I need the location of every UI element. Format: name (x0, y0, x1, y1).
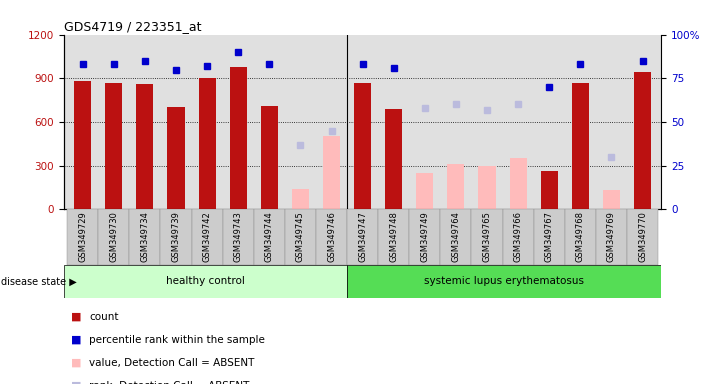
Bar (261, 106, 278, 209)
Text: GSM349734: GSM349734 (140, 211, 149, 262)
Text: GSM349767: GSM349767 (545, 211, 554, 262)
Text: GDS4719 / 223351_at: GDS4719 / 223351_at (64, 20, 201, 33)
Bar (447, 164, 464, 209)
Bar (323, 136, 340, 209)
Bar (292, 189, 309, 209)
Bar (385, 109, 402, 209)
Bar (98, 209, 129, 265)
Text: ■: ■ (71, 358, 82, 368)
Bar (64, 265, 347, 298)
Bar (347, 209, 378, 265)
Bar (167, 108, 185, 209)
Text: value, Detection Call = ABSENT: value, Detection Call = ABSENT (89, 358, 255, 368)
Bar (603, 190, 620, 209)
Bar (161, 209, 191, 265)
Text: GSM349770: GSM349770 (638, 211, 647, 262)
Bar (503, 209, 534, 265)
Bar (596, 209, 627, 265)
Bar (223, 209, 254, 265)
Bar (471, 209, 503, 265)
Bar (137, 84, 154, 209)
Bar (565, 209, 596, 265)
Bar (410, 209, 440, 265)
Bar (285, 209, 316, 265)
Bar (105, 83, 122, 209)
Bar (572, 83, 589, 209)
Text: GSM349764: GSM349764 (451, 211, 461, 262)
Bar (540, 171, 558, 209)
Text: count: count (89, 312, 118, 322)
Text: percentile rank within the sample: percentile rank within the sample (89, 335, 264, 345)
Bar (316, 209, 347, 265)
Text: GSM349730: GSM349730 (109, 211, 118, 262)
Text: GSM349739: GSM349739 (171, 211, 181, 262)
Bar (440, 209, 471, 265)
Bar (230, 66, 247, 209)
Text: GSM349748: GSM349748 (389, 211, 398, 262)
Bar (510, 158, 527, 209)
Text: systemic lupus erythematosus: systemic lupus erythematosus (424, 276, 584, 286)
Text: GSM349768: GSM349768 (576, 211, 585, 262)
Text: ■: ■ (71, 381, 82, 384)
Text: healthy control: healthy control (166, 276, 245, 286)
Text: GSM349744: GSM349744 (264, 211, 274, 262)
Bar (67, 209, 98, 265)
Text: GSM349746: GSM349746 (327, 211, 336, 262)
Text: GSM349743: GSM349743 (234, 211, 242, 262)
Text: GSM349766: GSM349766 (513, 211, 523, 262)
Text: GSM349749: GSM349749 (420, 211, 429, 262)
Bar (354, 83, 371, 209)
Text: GSM349745: GSM349745 (296, 211, 305, 262)
Bar (347, 265, 661, 298)
Bar (627, 209, 658, 265)
Bar (479, 166, 496, 209)
Text: rank, Detection Call = ABSENT: rank, Detection Call = ABSENT (89, 381, 250, 384)
Bar (634, 73, 651, 209)
Bar (378, 209, 410, 265)
Text: GSM349769: GSM349769 (607, 211, 616, 262)
Bar (129, 209, 161, 265)
Bar (191, 209, 223, 265)
Bar (534, 209, 565, 265)
Bar (416, 173, 434, 209)
Bar (323, 138, 340, 209)
Text: ■: ■ (71, 312, 82, 322)
Bar (198, 78, 215, 209)
Bar (74, 81, 91, 209)
Text: ■: ■ (71, 335, 82, 345)
Text: disease state ▶: disease state ▶ (1, 277, 77, 287)
Text: GSM349742: GSM349742 (203, 211, 212, 262)
Bar (254, 209, 285, 265)
Text: GSM349729: GSM349729 (78, 211, 87, 262)
Text: GSM349747: GSM349747 (358, 211, 367, 262)
Text: GSM349765: GSM349765 (483, 211, 491, 262)
